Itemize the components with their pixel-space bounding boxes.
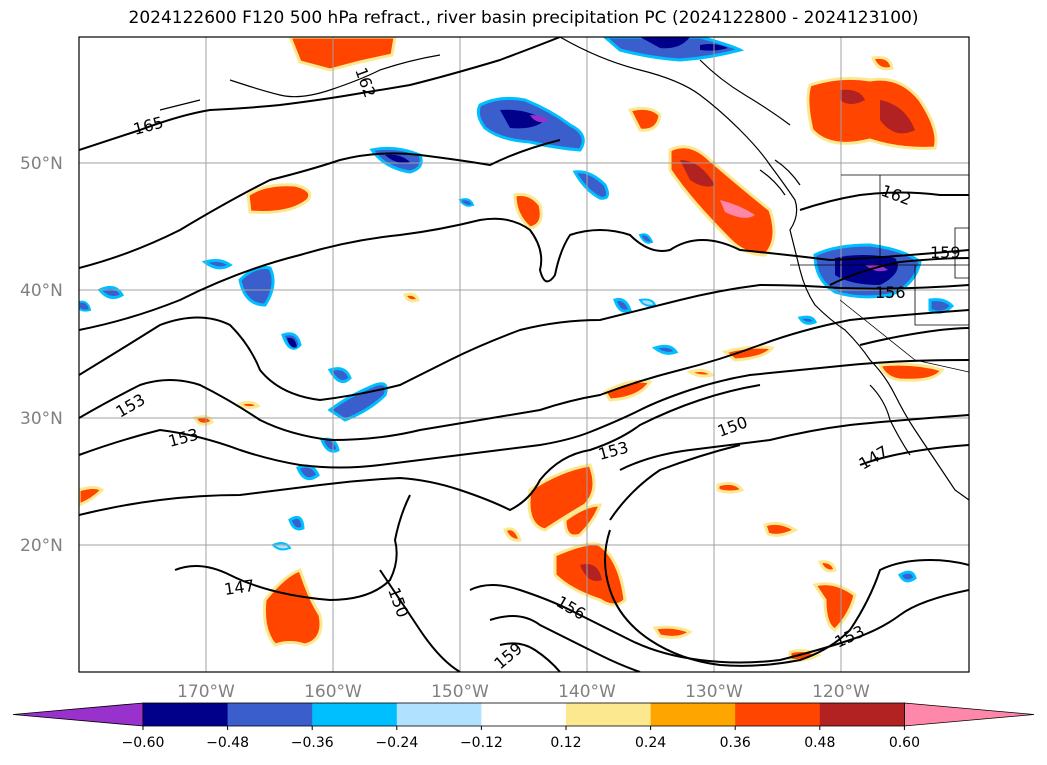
colorbar-segment	[143, 703, 229, 726]
colorbar-tick-label: 0.48	[804, 735, 835, 751]
latitude-labels: 50°N 40°N 30°N 20°N	[20, 154, 63, 556]
colorbar-extend-max	[904, 702, 1035, 727]
map-title: 2024122600 F120 500 hPa refract., river …	[128, 8, 919, 28]
lat-label: 40°N	[20, 281, 63, 301]
colorbar-segment	[396, 703, 482, 726]
colorbar-tick-label: −0.48	[206, 735, 249, 751]
colorbar-segment	[481, 703, 567, 726]
colorbar-segment	[735, 703, 821, 726]
colorbar-extend-min	[12, 702, 144, 727]
lat-label: 30°N	[20, 409, 63, 429]
longitude-labels: 170°W 160°W 150°W 140°W 130°W 120°W	[177, 682, 870, 702]
colorbar-segment	[227, 703, 313, 726]
map-content	[79, 37, 969, 672]
lat-label: 50°N	[20, 154, 63, 174]
colorbar-segment	[312, 703, 398, 726]
colorbar-tick-label: −0.24	[375, 735, 418, 751]
refractivity-contours	[79, 37, 969, 672]
lon-label: 120°W	[812, 682, 870, 702]
colorbar-tick-label: 0.24	[635, 735, 666, 751]
contour-label: 159	[930, 243, 961, 262]
lon-label: 130°W	[685, 682, 743, 702]
contour-label: 156	[875, 283, 906, 302]
contour-label: 147	[223, 576, 256, 599]
lon-label: 160°W	[304, 682, 362, 702]
map-frame	[78, 36, 970, 673]
colorbar-segment	[566, 703, 652, 726]
lon-label: 140°W	[558, 682, 616, 702]
lon-label: 150°W	[431, 682, 489, 702]
colorbar-outline	[142, 702, 905, 727]
colorbar-tick-label: 0.36	[720, 735, 751, 751]
colorbar-tick-label: 0.60	[889, 735, 920, 751]
colorbar-tick-label: −0.60	[122, 735, 165, 751]
lon-label: 170°W	[177, 682, 235, 702]
colorbar-segment	[650, 703, 736, 726]
colorbar-tick-label: −0.12	[460, 735, 503, 751]
colorbar-tick-label: −0.36	[291, 735, 334, 751]
colorbar-tick-label: 0.12	[550, 735, 581, 751]
lat-label: 20°N	[20, 536, 63, 556]
colorbar: −0.60 −0.48 −0.36 −0.24 −0.12 0.12 0.24 0.36 0.4…	[12, 702, 1035, 751]
colorbar-segment	[819, 703, 905, 726]
positive-anomaly-blobs	[79, 37, 945, 662]
coastlines	[159, 37, 969, 501]
